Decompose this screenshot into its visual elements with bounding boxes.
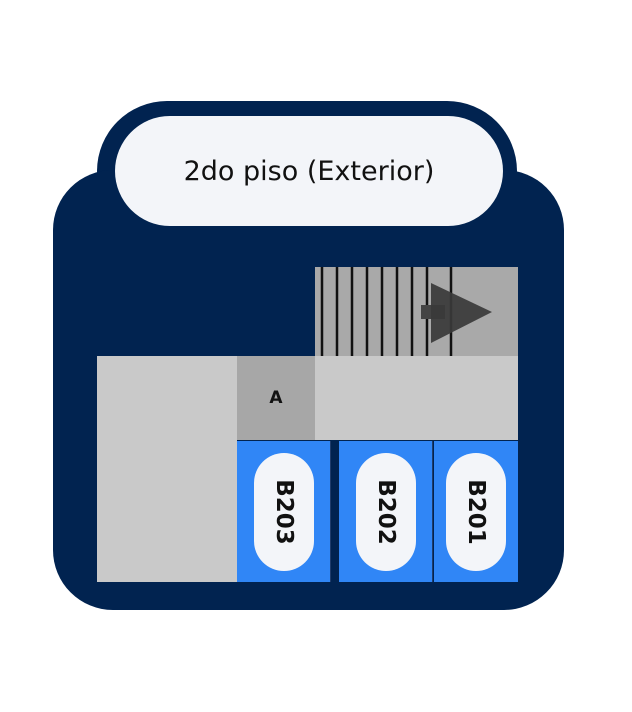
room-label-pill: B201 [446,452,506,571]
floor-area-left [97,356,237,582]
room-label: B202 [372,478,399,545]
room-label-pill: B203 [253,452,314,571]
stairs [315,267,518,356]
room-b203[interactable]: B203 [237,441,331,582]
room-b201[interactable]: B201 [434,441,518,582]
room-b202[interactable]: B202 [339,441,433,582]
stairs-arrow-icon [320,267,492,356]
room-label: B203 [270,478,297,545]
area-a[interactable]: A [237,356,315,440]
floor-title: 2do piso (Exterior) [115,116,503,226]
room-label: B201 [463,478,490,545]
room-label-pill: B202 [355,452,416,571]
